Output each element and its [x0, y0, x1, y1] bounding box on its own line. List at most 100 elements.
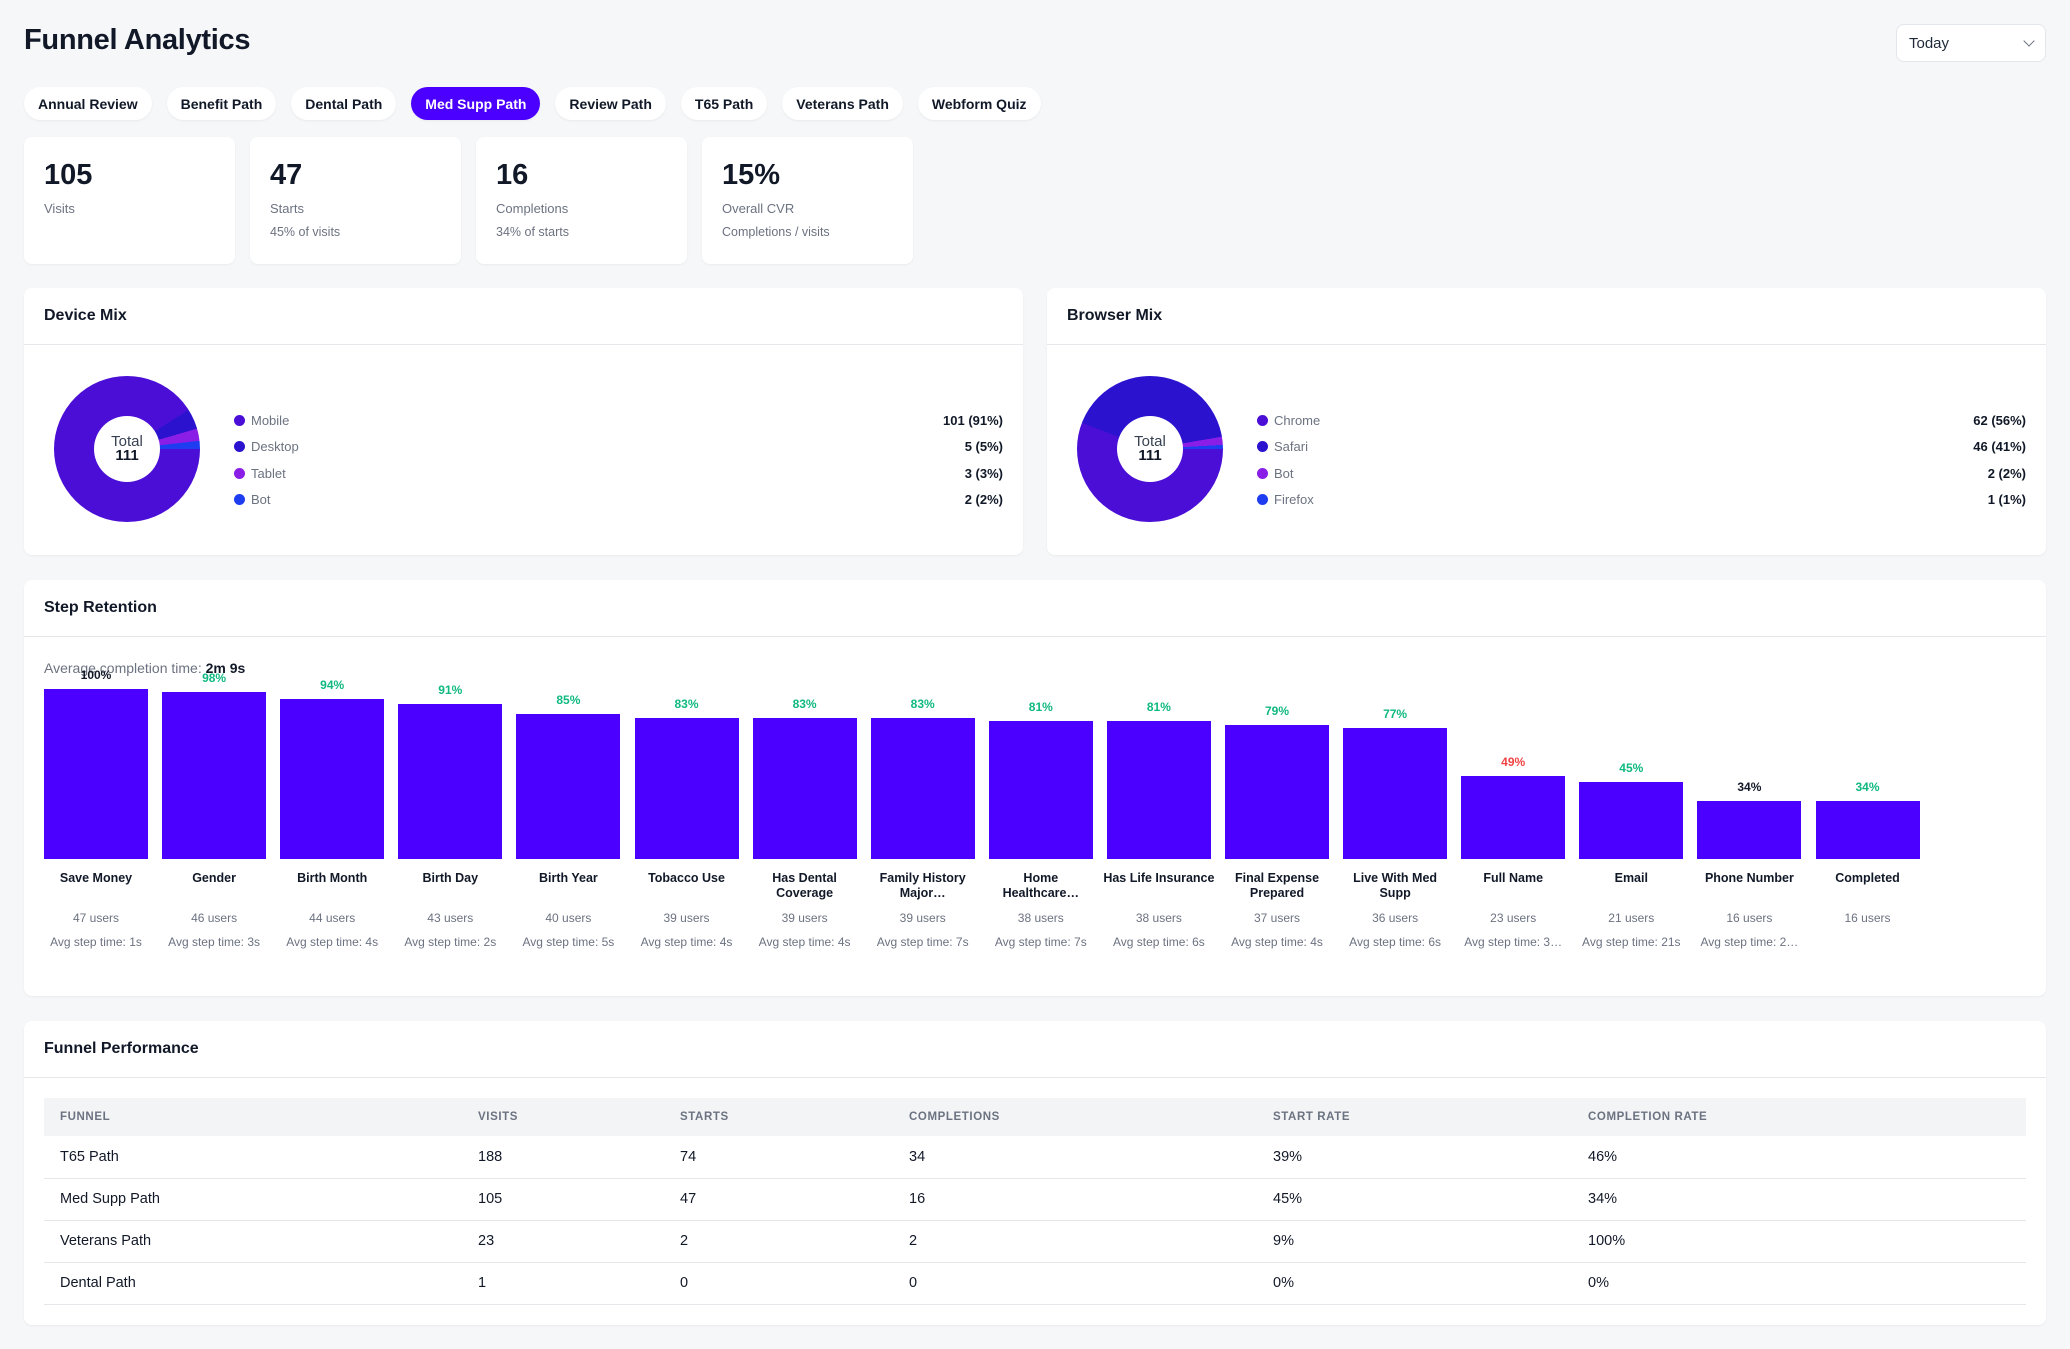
step-column: 34% Phone Number 16 users Avg step time: 2… — [1697, 689, 1802, 979]
cell-completions: 2 — [893, 1220, 1257, 1263]
browser-mix-card: Browser Mix Total 111 Chrome 62 (56%) Sa… — [1047, 288, 2046, 555]
legend-row-tablet: Tablet 3 (3%) — [234, 460, 1003, 487]
step-users: 40 users — [545, 911, 592, 925]
step-bar[interactable] — [280, 699, 385, 859]
step-avg-time: Avg step time: 4s — [286, 935, 379, 949]
table-row: Med Supp Path 105 47 16 45% 34% — [44, 1178, 2026, 1221]
step-users: 23 users — [1490, 911, 1537, 925]
kpi-value: 16 — [496, 159, 529, 191]
tab-benefit-path[interactable]: Benefit Path — [166, 87, 277, 120]
funnel-performance-card: Funnel Performance FUNNEL VISITS STARTS … — [24, 1021, 2046, 1325]
step-name: Save Money — [59, 871, 133, 885]
date-range-select[interactable]: Today — [1896, 24, 2046, 62]
cell-visits: 23 — [462, 1220, 664, 1263]
legend-dot — [234, 414, 245, 426]
cell-completion-rate: 100% — [1572, 1220, 2026, 1263]
step-name: Live With Med Supp — [1353, 871, 1438, 900]
step-users: 21 users — [1608, 911, 1655, 925]
legend-dot — [234, 467, 245, 479]
kpi-subtext: Completions / visits — [722, 225, 830, 239]
donut-total-label: Total — [111, 433, 143, 450]
legend-row-bot: Bot 2 (2%) — [234, 487, 1003, 514]
step-users: 38 users — [1135, 911, 1182, 925]
kpi-value: 47 — [270, 159, 303, 191]
kpi-card-starts: 47 Starts 45% of visits — [250, 137, 461, 264]
kpi-subtext: 45% of visits — [270, 225, 341, 239]
tab-review-path[interactable]: Review Path — [555, 87, 666, 120]
cell-completion-rate: 0% — [1572, 1262, 2026, 1305]
step-avg-time: Avg step time: 5s — [522, 935, 615, 949]
legend-label: Safari — [1274, 439, 1308, 455]
donut-total-value: 111 — [1138, 447, 1162, 464]
table-header-row: FUNNEL VISITS STARTS COMPLETIONS START R… — [44, 1098, 2026, 1136]
step-bar[interactable] — [1225, 725, 1329, 859]
step-bar[interactable] — [634, 718, 739, 859]
step-bar[interactable] — [1106, 721, 1211, 859]
step-bar[interactable] — [870, 718, 975, 859]
step-name: Gender — [192, 871, 236, 885]
step-retention-pct: 98% — [202, 671, 227, 685]
kpi-label: Completions — [496, 201, 569, 216]
step-users: 39 users — [899, 911, 946, 925]
step-column: 100% Save Money 47 users Avg step time: 1s — [44, 668, 148, 979]
step-avg-time: Avg step time: 6s — [1112, 935, 1205, 949]
step-avg-time: Avg step time: 6s — [1349, 935, 1441, 949]
column-header: FUNNEL — [60, 1111, 111, 1123]
step-retention-pct: 77% — [1383, 707, 1408, 721]
step-bar[interactable] — [162, 692, 267, 859]
tab-annual-review[interactable]: Annual Review — [24, 87, 152, 120]
funnel-performance-table: FUNNEL VISITS STARTS COMPLETIONS START R… — [44, 1098, 2026, 1305]
kpi-card-completions: 16 Completions 34% of starts — [476, 137, 687, 264]
legend-label: Bot — [1274, 465, 1294, 481]
kpi-card-visits: 105 Visits — [24, 137, 235, 264]
step-name: Home Healthcare… — [1002, 871, 1080, 900]
step-retention-pct: 81% — [1146, 700, 1171, 714]
tab-med-supp-path[interactable]: Med Supp Path — [411, 87, 541, 120]
step-retention-pct: 85% — [556, 693, 581, 707]
tab-t65-path[interactable]: T65 Path — [680, 87, 768, 120]
step-name: Has Dental Coverage — [772, 871, 837, 900]
card-title: Step Retention — [24, 580, 2046, 637]
donut-total-label: Total — [1134, 433, 1166, 450]
step-users: 38 users — [1017, 911, 1064, 925]
avg-value: 2m 9s — [205, 660, 246, 676]
card-title: Funnel Performance — [24, 1021, 2046, 1078]
step-retention-pct: 83% — [674, 697, 699, 711]
legend-value: 2 (2%) — [1987, 465, 2026, 481]
step-column: 45% Email 21 users Avg step time: 21s — [1579, 689, 1684, 979]
legend-row-bot: Bot 2 (2%) — [1257, 460, 2026, 487]
legend-row-chrome: Chrome 62 (56%) — [1257, 407, 2026, 434]
legend-dot — [234, 494, 245, 506]
donut-center: Total 111 — [94, 416, 160, 482]
column-header: COMPLETIONS — [909, 1111, 1000, 1123]
tab-dental-path[interactable]: Dental Path — [291, 87, 397, 120]
step-name: Family History Major… — [879, 871, 966, 900]
step-bar[interactable] — [1343, 728, 1448, 859]
step-avg-time: Avg step time: 3… — [1464, 935, 1563, 949]
kpi-card-overall-cvr: 15% Overall CVR Completions / visits — [702, 137, 913, 264]
device-legend: Mobile 101 (91%) Desktop 5 (5%) Tablet 3… — [234, 407, 1003, 513]
kpi-label: Visits — [44, 201, 75, 216]
cell-funnel: T65 Path — [44, 1136, 462, 1179]
step-name: Final Expense Prepared — [1234, 871, 1320, 900]
step-bar[interactable] — [988, 721, 1093, 859]
step-bar[interactable] — [1461, 776, 1566, 859]
tab-webform-quiz[interactable]: Webform Quiz — [917, 87, 1041, 120]
step-bar[interactable] — [1815, 801, 1920, 859]
tab-veterans-path[interactable]: Veterans Path — [782, 87, 903, 120]
step-bar[interactable] — [44, 689, 148, 859]
average-completion-time: Average completion time: 2m 9s — [44, 660, 245, 676]
step-users: 43 users — [427, 911, 474, 925]
legend-value: 5 (5%) — [964, 439, 1003, 455]
step-bar[interactable] — [1579, 782, 1684, 859]
step-column: 81% Home Healthcare… 38 users Avg step time… — [988, 689, 1093, 979]
step-users: 39 users — [663, 911, 710, 925]
step-bar[interactable] — [516, 714, 621, 859]
funnel-tabs: Annual Review Benefit Path Dental Path M… — [24, 87, 1041, 120]
step-bar[interactable] — [752, 718, 857, 859]
step-bar[interactable] — [1697, 801, 1802, 859]
step-name: Birth Month — [297, 871, 368, 885]
cell-funnel: Dental Path — [44, 1262, 462, 1305]
step-avg-time: Avg step time: 3s — [168, 935, 260, 949]
step-bar[interactable] — [398, 704, 503, 859]
